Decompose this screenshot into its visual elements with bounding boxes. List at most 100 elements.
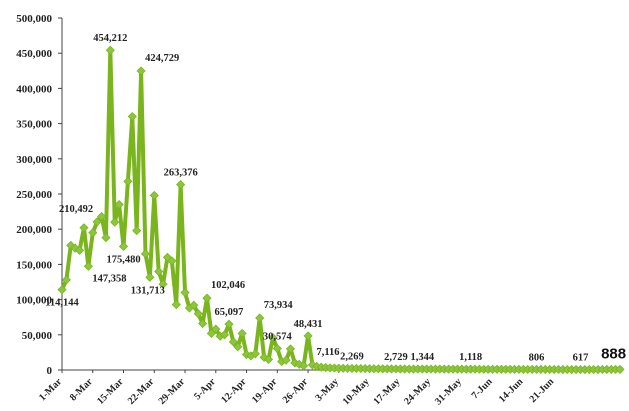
data-label: 2,269 — [340, 351, 364, 362]
x-tick-label: 10-May — [341, 376, 372, 407]
data-label: 888 — [601, 345, 626, 362]
data-point — [180, 287, 190, 298]
data-label: 454,212 — [93, 33, 127, 44]
data-point — [171, 299, 181, 310]
data-point — [220, 330, 230, 340]
data-label: 131,713 — [131, 285, 165, 296]
data-point — [299, 361, 309, 371]
data-label: 73,934 — [264, 300, 294, 311]
data-point — [75, 245, 85, 255]
data-point — [176, 180, 186, 190]
data-point — [281, 355, 291, 365]
data-point — [105, 45, 115, 55]
data-point — [118, 241, 129, 252]
data-point — [228, 337, 238, 347]
data-point — [193, 309, 203, 319]
data-labels: 114,144 147,358 210,492 454,212 175,480 424,7… — [45, 33, 626, 363]
data-point — [96, 211, 107, 222]
x-tick-label: 15-Mar — [95, 376, 126, 407]
data-label: 7,116 — [316, 347, 339, 358]
data-label: 1,118 — [459, 352, 482, 363]
y-tick-label: 200,000 — [16, 224, 52, 236]
data-label: 30,574 — [263, 331, 293, 342]
data-point — [255, 313, 265, 323]
y-tick-label: 50,000 — [22, 330, 53, 342]
data-point — [224, 319, 234, 329]
data-point — [268, 333, 278, 343]
data-point — [233, 342, 243, 352]
y-tick-label: 400,000 — [16, 83, 52, 95]
data-label: 424,729 — [145, 53, 179, 64]
data-label: 175,480 — [106, 254, 140, 265]
x-tick-label: 7-Jun — [470, 376, 495, 401]
x-tick-label: 14-Jun — [497, 376, 526, 405]
x-tick-label: 5-Apr — [192, 376, 218, 402]
data-point — [136, 66, 146, 76]
data-label: 102,046 — [211, 280, 245, 291]
x-axis-ticks: 1-Mar 8-Mar 15-Mar 22-Mar 29-Mar 5-Apr 12-Apr 1… — [37, 370, 557, 407]
data-label: 2,729 — [384, 352, 408, 363]
y-tick-label: 0 — [47, 365, 53, 377]
x-tick-label: 3-May — [314, 376, 341, 403]
y-tick-label: 450,000 — [16, 48, 52, 60]
y-tick-label: 500,000 — [16, 13, 52, 25]
data-point — [79, 223, 89, 233]
data-label: 210,492 — [59, 204, 93, 215]
data-point — [158, 279, 168, 289]
data-label: 65,097 — [215, 307, 244, 318]
data-point — [114, 199, 124, 210]
data-point — [202, 293, 212, 303]
x-tick-label: 1-Mar — [37, 376, 64, 403]
data-point — [250, 349, 260, 359]
data-point — [272, 343, 282, 354]
data-point — [140, 249, 151, 259]
data-label: 114,144 — [45, 298, 79, 309]
data-point — [167, 256, 177, 266]
data-label: 263,376 — [164, 168, 198, 179]
y-tick-label: 100,000 — [16, 295, 52, 307]
x-tick-label: 19-Apr — [250, 376, 280, 406]
data-point — [263, 354, 274, 365]
data-point — [127, 111, 137, 122]
x-tick-label: 8-Mar — [68, 376, 95, 403]
x-tick-label: 17-May — [371, 376, 402, 407]
series-line — [60, 48, 621, 372]
data-point — [149, 190, 159, 200]
y-tick-label: 150,000 — [16, 259, 52, 271]
x-tick-label: 22-Mar — [126, 376, 157, 407]
data-point — [615, 364, 625, 374]
data-point — [88, 228, 98, 238]
data-point — [189, 300, 199, 310]
data-point — [145, 272, 155, 282]
data-label: 147,358 — [92, 273, 126, 284]
data-point — [211, 324, 221, 334]
data-point — [83, 261, 93, 271]
y-tick-label: 350,000 — [16, 119, 52, 131]
data-point — [303, 331, 313, 341]
data-point — [57, 285, 67, 295]
y-axis-ticks: 0 50,000 100,000 150,000 200,000 250,000 300,0… — [16, 13, 62, 377]
data-label: 806 — [529, 352, 545, 363]
y-tick-label: 250,000 — [16, 189, 52, 201]
x-tick-label: 26-Apr — [281, 376, 311, 406]
data-point — [61, 275, 71, 285]
x-tick-label: 24-May — [402, 376, 433, 407]
data-label: 1,344 — [410, 352, 434, 363]
series-points — [57, 45, 625, 375]
data-point — [132, 226, 142, 236]
data-point — [92, 217, 102, 227]
data-label: 617 — [573, 353, 589, 364]
data-point — [110, 217, 120, 227]
data-point — [285, 344, 296, 354]
y-tick-label: 300,000 — [16, 154, 52, 166]
data-point — [123, 176, 133, 186]
data-label: 48,431 — [294, 319, 323, 330]
data-point — [101, 233, 111, 243]
data-point — [237, 328, 247, 338]
x-tick-label: 12-Apr — [219, 376, 249, 406]
x-tick-label: 21-Jun — [528, 376, 557, 405]
x-tick-label: 31-May — [433, 376, 464, 407]
x-tick-label: 29-Mar — [157, 376, 188, 407]
data-point — [154, 266, 164, 277]
